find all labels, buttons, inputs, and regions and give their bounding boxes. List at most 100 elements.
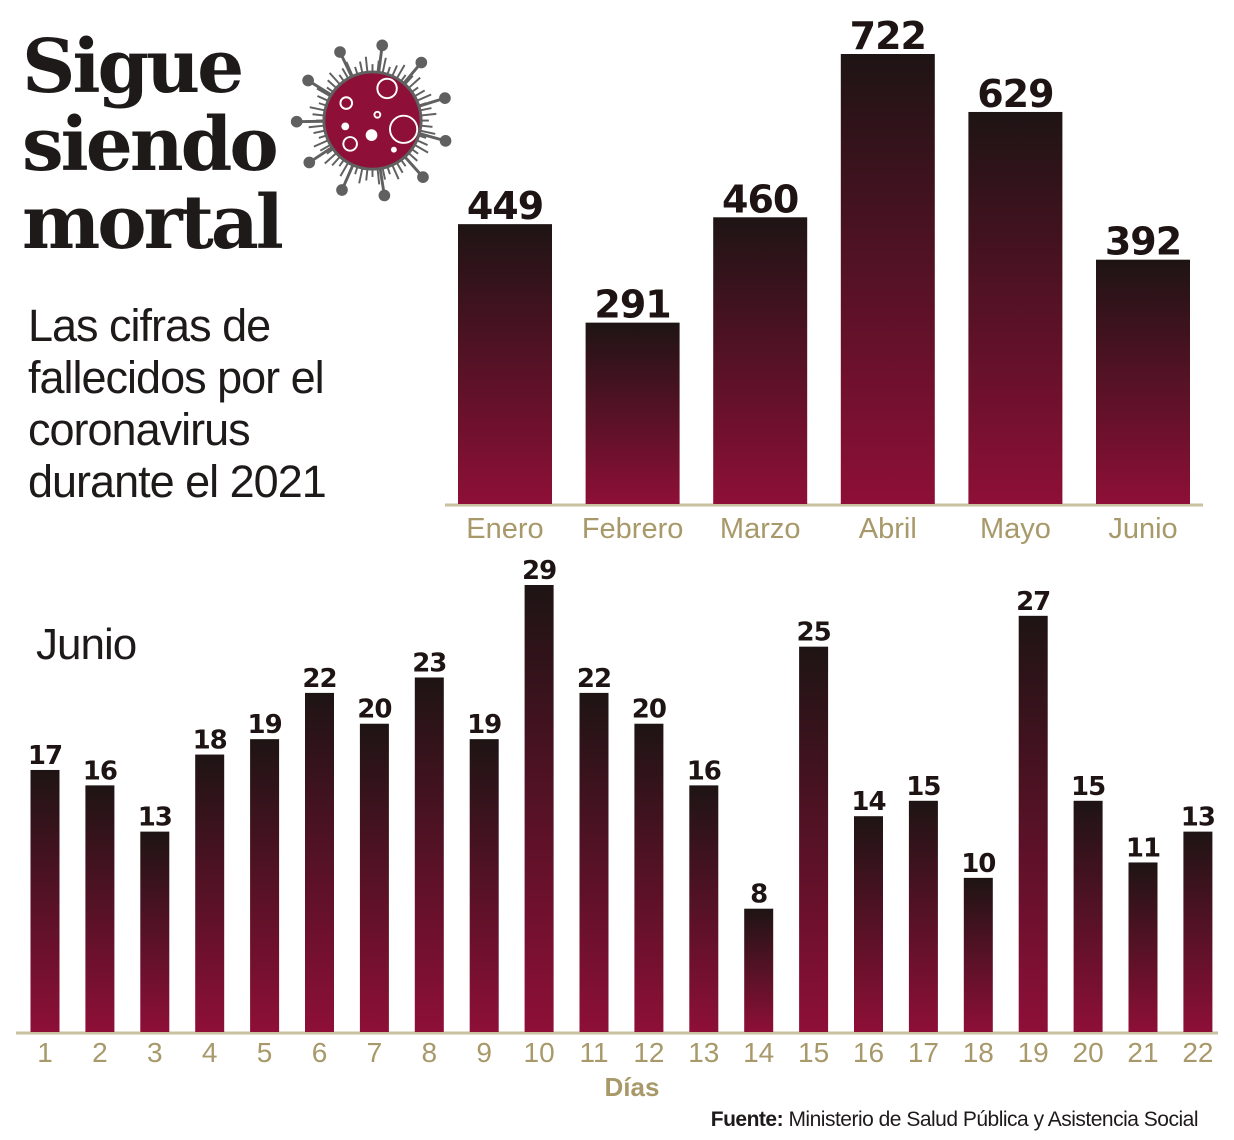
- daily-tick-label: 8: [422, 1037, 438, 1068]
- monthly-bar: [458, 224, 552, 505]
- daily-tick-label: 11: [579, 1037, 608, 1068]
- daily-bar: [908, 800, 938, 1032]
- monthly-value-label: 392: [1105, 220, 1181, 264]
- daily-value-label: 20: [632, 695, 666, 725]
- monthly-value-label: 449: [467, 184, 543, 228]
- daily-value-label: 29: [522, 556, 556, 586]
- daily-bar: [524, 585, 554, 1032]
- virus-cell: [365, 129, 378, 141]
- daily-bar: [305, 692, 334, 1032]
- virus-cell: [341, 122, 350, 131]
- daily-tick-label: 5: [257, 1037, 273, 1068]
- daily-tick-label: 7: [367, 1037, 383, 1068]
- virus-spike-tip: [302, 74, 314, 87]
- daily-bar: [359, 723, 389, 1032]
- daily-value-label: 19: [248, 710, 282, 740]
- daily-tick-label: 13: [688, 1037, 719, 1068]
- daily-tick-label: 4: [202, 1037, 218, 1068]
- headline-line: siendo: [22, 102, 279, 188]
- monthly-value-label: 722: [850, 14, 926, 58]
- virus-spike-tip: [334, 46, 346, 58]
- daily-value-label: 8: [750, 880, 767, 910]
- daily-bar: [854, 816, 883, 1032]
- daily-tick-label: 10: [524, 1037, 555, 1068]
- daily-bar: [689, 785, 719, 1032]
- daily-bar: [1073, 800, 1103, 1032]
- virus-spike-tip: [439, 135, 452, 147]
- daily-bar: [799, 646, 829, 1032]
- subtitle-line: durante el 2021: [28, 456, 327, 507]
- daily-value-label: 22: [577, 664, 611, 694]
- daily-value-label: 22: [302, 664, 336, 694]
- daily-bar: [963, 877, 993, 1032]
- daily-tick-label: 20: [1073, 1037, 1104, 1068]
- source-note: Fuente: Ministerio de Salud Pública y As…: [710, 1108, 1199, 1132]
- virus-cell: [342, 136, 358, 152]
- daily-value-label: 16: [687, 756, 721, 786]
- daily-tick-label: 15: [798, 1037, 829, 1068]
- daily-bar: [414, 677, 444, 1032]
- daily-value-label: 18: [193, 726, 227, 756]
- subtitle: Las cifras de fallecidos por el coronavi…: [28, 300, 327, 508]
- daily-value-label: 27: [1016, 587, 1050, 617]
- monthly-bar: [840, 54, 935, 504]
- daily-chart-title: Junio: [36, 620, 137, 669]
- daily-bar: [634, 723, 664, 1032]
- daily-value-label: 16: [83, 756, 117, 786]
- daily-tick-label: 22: [1182, 1037, 1213, 1068]
- daily-bar: [1018, 615, 1048, 1032]
- virus-spike-tip: [439, 92, 451, 104]
- daily-bar: [140, 831, 170, 1032]
- monthly-tick-label: Abril: [859, 513, 917, 545]
- daily-tick-label: 21: [1127, 1037, 1158, 1068]
- monthly-bar: [968, 111, 1063, 504]
- monthly-value-label: 460: [722, 177, 798, 221]
- monthly-tick-label: Mayo: [980, 513, 1051, 545]
- virus-cell: [390, 146, 397, 153]
- virus-cell: [376, 77, 398, 100]
- daily-value-label: 13: [1181, 803, 1215, 833]
- daily-tick-label: 17: [908, 1037, 939, 1068]
- daily-tick-label: 9: [476, 1037, 492, 1068]
- subtitle-line: fallecidos por el: [28, 352, 325, 403]
- virus-icon: [290, 39, 452, 202]
- subtitle-line: coronavirus: [28, 404, 251, 455]
- monthly-tick-label: Junio: [1108, 513, 1177, 545]
- headline-line: mortal: [22, 180, 284, 266]
- daily-bar: [30, 769, 60, 1032]
- daily-tick-label: 12: [633, 1037, 664, 1068]
- daily-value-label: 19: [467, 710, 501, 740]
- daily-bar: [1183, 831, 1213, 1032]
- monthly-tick-label: Marzo: [720, 513, 801, 545]
- monthly-bar: [713, 217, 808, 505]
- daily-value-label: 14: [851, 787, 885, 817]
- subtitle-line: Las cifras de: [28, 300, 271, 351]
- daily-value-label: 13: [138, 803, 172, 833]
- virus-cell: [373, 110, 382, 119]
- daily-tick-label: 6: [312, 1037, 328, 1068]
- virus-spike-tip: [303, 156, 316, 169]
- daily-bar: [250, 739, 280, 1032]
- daily-tick-label: 18: [963, 1037, 994, 1068]
- daily-value-label: 23: [412, 648, 446, 678]
- monthly-value-label: 291: [594, 283, 670, 327]
- virus-spike-tip: [290, 115, 303, 128]
- virus-spike-tip: [336, 184, 348, 196]
- monthly-value-label: 629: [977, 72, 1053, 116]
- daily-bar: [195, 754, 225, 1032]
- monthly-bar: [585, 322, 680, 504]
- virus-spike-tip: [378, 189, 391, 202]
- source-label: Fuente:: [710, 1108, 784, 1131]
- daily-bar: [469, 739, 499, 1032]
- virus-spike-tip: [376, 39, 389, 52]
- daily-bar: [85, 785, 115, 1032]
- daily-value-label: 11: [1126, 833, 1160, 863]
- monthly-bar: [1096, 259, 1190, 504]
- virus-cell: [339, 96, 354, 110]
- daily-value-label: 17: [28, 741, 62, 771]
- headline-line: Sigue: [22, 24, 244, 110]
- daily-tick-label: 14: [743, 1037, 774, 1068]
- headline: Sigue siendo mortal: [22, 24, 284, 266]
